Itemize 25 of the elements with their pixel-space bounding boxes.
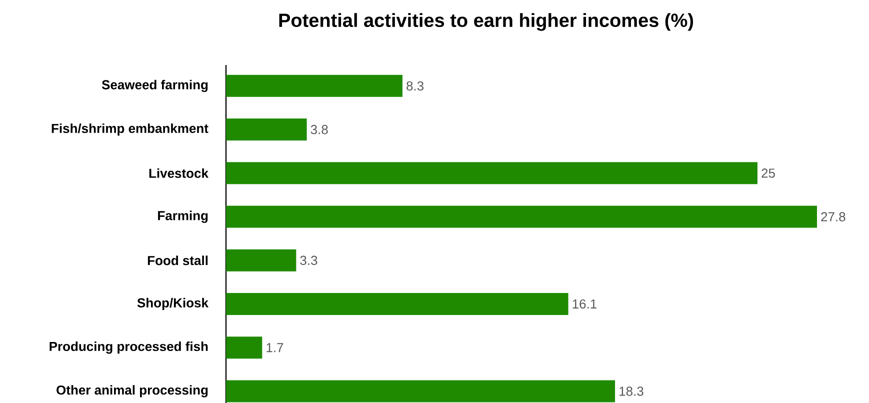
- y-tick-label: Producing processed fish: [50, 342, 208, 354]
- data-label: 1.7: [266, 343, 284, 352]
- chart-title: Potential activities to earn higher incomes (%): [279, 13, 694, 31]
- bar: [226, 249, 296, 272]
- y-tick-label: Shop/Kiosk: [137, 298, 208, 310]
- bar: [226, 336, 262, 359]
- bar: [226, 206, 817, 228]
- bar: [226, 292, 568, 315]
- y-tick-label: Fish/shrimp embankment: [52, 123, 208, 136]
- data-label: 16.1: [572, 299, 596, 309]
- data-label: 18.3: [620, 386, 644, 396]
- y-tick-label: Seaweed farming: [102, 80, 208, 92]
- data-label: 3.8: [310, 124, 328, 134]
- bar: [226, 74, 402, 97]
- bar: [226, 118, 307, 141]
- y-tick-label: Livestock: [149, 168, 208, 178]
- data-label: 3.3: [300, 256, 318, 265]
- y-tick-label: Food stall: [148, 256, 208, 266]
- data-label: 8.3: [406, 81, 424, 91]
- bar: [226, 162, 758, 184]
- bar: [226, 380, 616, 402]
- data-label: 25: [762, 168, 775, 178]
- y-tick-label: Other animal processing: [56, 385, 208, 398]
- data-label: 27.8: [821, 212, 846, 222]
- y-tick-label: Farming: [158, 210, 208, 223]
